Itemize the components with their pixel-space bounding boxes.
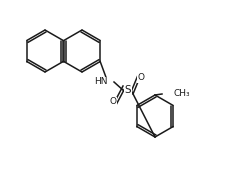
Text: O: O — [110, 98, 117, 106]
Text: O: O — [137, 74, 145, 82]
Text: HN: HN — [94, 77, 108, 87]
Text: CH₃: CH₃ — [174, 90, 191, 98]
Text: S: S — [125, 85, 131, 95]
